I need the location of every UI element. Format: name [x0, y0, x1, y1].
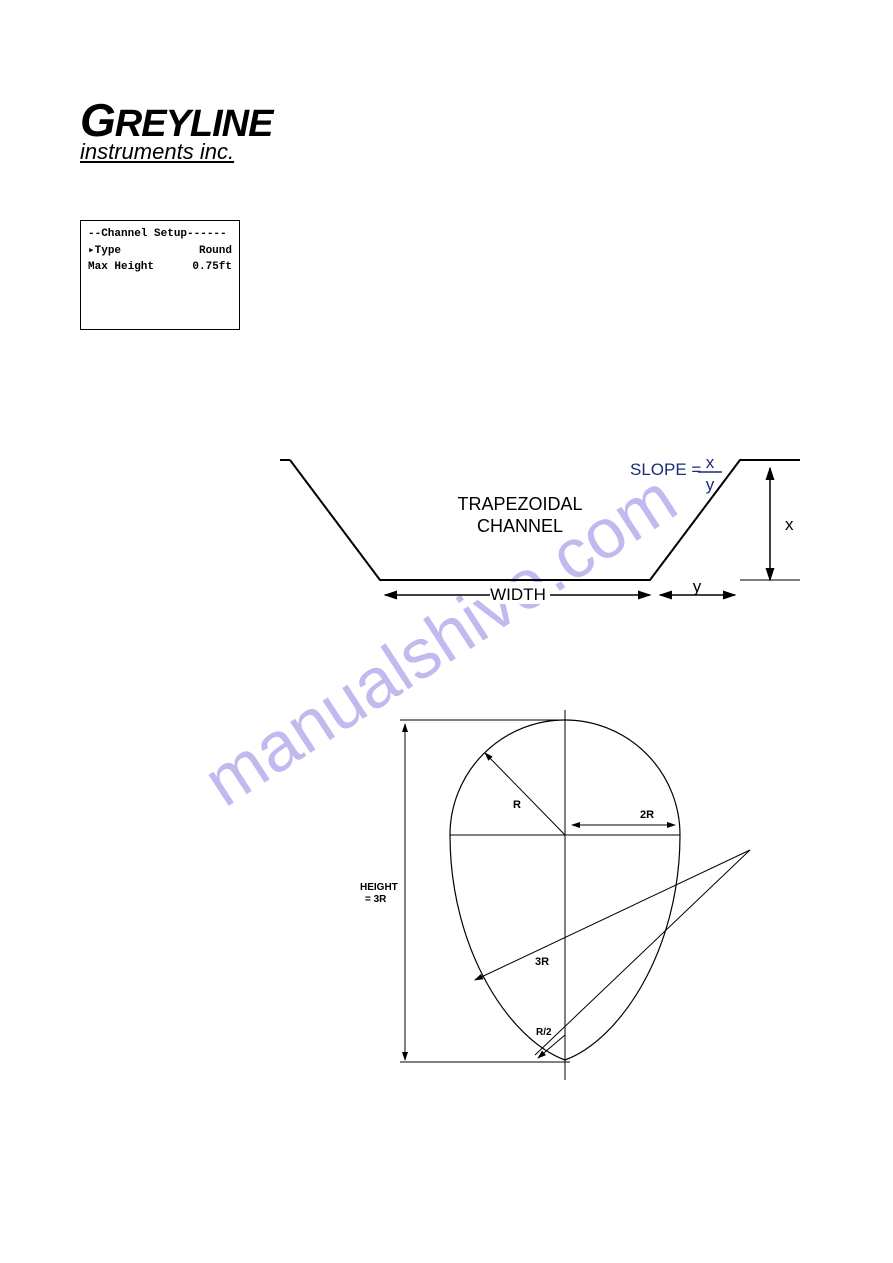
setup-row: Max Height 0.75ft	[88, 259, 232, 276]
slope-num: x	[706, 453, 715, 472]
logo-main: GREYLINE	[80, 100, 272, 141]
height-label2: = 3R	[365, 894, 387, 905]
logo: GREYLINE instruments inc.	[80, 100, 272, 165]
r-half-label: R/2	[536, 1027, 552, 1038]
slope-den: y	[706, 475, 715, 494]
setup-value: Round	[199, 243, 232, 260]
trapezoid-diagram: TRAPEZOIDAL CHANNEL WIDTH y x SLOPE = x …	[280, 420, 810, 620]
three-r-label: 3R	[535, 956, 549, 968]
setup-value: 0.75ft	[192, 259, 232, 276]
y-label: y	[693, 577, 702, 596]
channel-setup-box: --Channel Setup------ ▸Type Round Max He…	[80, 220, 240, 330]
r-label: R	[513, 799, 521, 811]
setup-label: ▸Type	[88, 243, 121, 260]
setup-label: Max Height	[88, 259, 154, 276]
setup-title: --Channel Setup------	[88, 226, 232, 243]
setup-row: ▸Type Round	[88, 243, 232, 260]
egg-diagram: R 2R 3R R/2 HEIGHT = 3R	[310, 700, 770, 1100]
two-r-label: 2R	[640, 809, 654, 821]
width-label: WIDTH	[490, 585, 546, 604]
height-label1: HEIGHT	[360, 882, 398, 893]
trap-title2: CHANNEL	[477, 516, 563, 536]
x-label: x	[785, 515, 794, 534]
trap-title1: TRAPEZOIDAL	[457, 494, 582, 514]
slope-label: SLOPE =	[630, 460, 701, 479]
